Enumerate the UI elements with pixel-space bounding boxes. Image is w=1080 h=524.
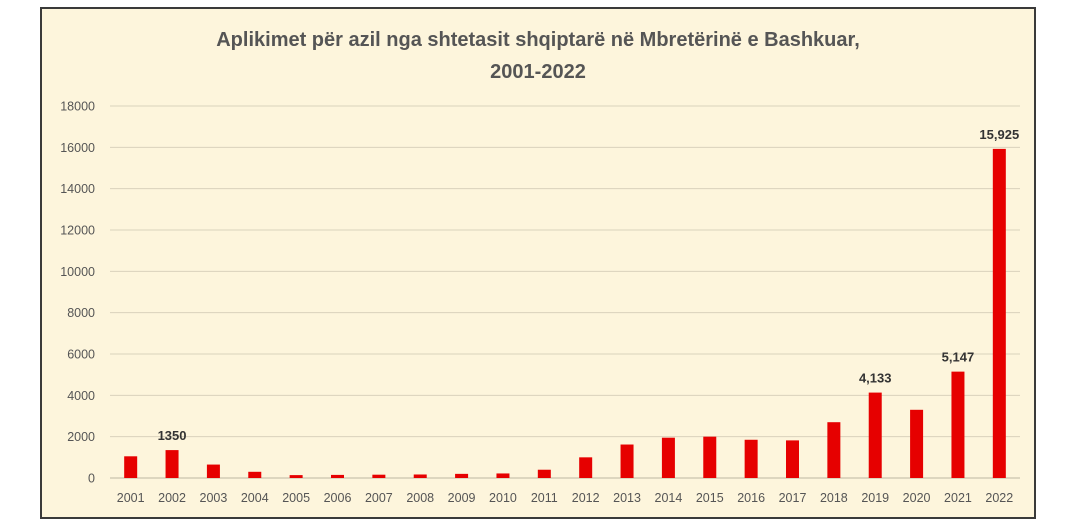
- x-tick-label: 2013: [613, 491, 641, 505]
- bar: [455, 473, 469, 478]
- bar: [413, 474, 427, 478]
- x-tick-label: 2014: [655, 491, 683, 505]
- y-tick-label: 12000: [60, 224, 95, 238]
- data-label: 1350: [158, 428, 187, 443]
- x-tick-label: 2017: [779, 491, 807, 505]
- bar: [992, 148, 1006, 478]
- data-label: 4,133: [859, 371, 892, 386]
- bar: [206, 464, 220, 478]
- bar: [951, 371, 965, 478]
- bar: [744, 439, 758, 478]
- bar: [331, 474, 344, 478]
- x-tick-label: 2012: [572, 491, 600, 505]
- bar: [868, 392, 882, 478]
- bars: [124, 148, 1006, 478]
- y-tick-label: 6000: [67, 348, 95, 362]
- bar: [165, 450, 179, 478]
- data-labels: 1350 4,133 5,147 15,925: [158, 127, 1020, 443]
- x-tick-label: 2005: [282, 491, 310, 505]
- gridlines: [110, 105, 1020, 479]
- y-tick-label: 16000: [60, 141, 95, 155]
- bar: [124, 456, 138, 478]
- x-tick-label: 2008: [406, 491, 434, 505]
- axis-ticks: 0 2000 4000 6000 8000 10000 12000 14000 16000 180…: [60, 100, 1013, 506]
- y-tick-label: 0: [88, 472, 95, 486]
- y-tick-label: 2000: [67, 430, 95, 444]
- y-tick-label: 4000: [67, 389, 95, 403]
- y-tick-label: 10000: [60, 265, 95, 279]
- x-tick-label: 2002: [158, 491, 186, 505]
- x-tick-label: 2018: [820, 491, 848, 505]
- bar: [372, 474, 386, 478]
- x-tick-label: 2003: [200, 491, 228, 505]
- bar: [786, 440, 799, 478]
- bar: [537, 469, 551, 478]
- data-label: 15,925: [979, 127, 1019, 142]
- y-tick-label: 8000: [67, 306, 95, 320]
- bar: [289, 475, 303, 478]
- x-tick-label: 2011: [531, 491, 558, 505]
- bar: [620, 444, 634, 478]
- bar: [496, 473, 510, 478]
- y-tick-label: 18000: [60, 100, 95, 114]
- chart-frame: Aplikimet për azil nga shtetasit shqipta…: [40, 7, 1036, 519]
- x-tick-label: 2001: [117, 491, 145, 505]
- bar: [827, 422, 841, 478]
- data-label: 5,147: [942, 350, 975, 365]
- x-tick-label: 2009: [448, 491, 476, 505]
- bar: [910, 409, 924, 478]
- x-tick-label: 2010: [489, 491, 517, 505]
- chart-title-line-1: Aplikimet për azil nga shtetasit shqipta…: [216, 29, 860, 51]
- x-tick-label: 2007: [365, 491, 393, 505]
- bar-chart: 0 2000 4000 6000 8000 10000 12000 14000 16000 180…: [60, 100, 1020, 506]
- bar: [661, 437, 675, 478]
- bar: [248, 471, 262, 478]
- x-tick-label: 2016: [737, 491, 765, 505]
- bar: [703, 436, 717, 478]
- x-tick-label: 2020: [903, 491, 931, 505]
- x-tick-label: 2021: [944, 491, 972, 505]
- chart-title-line-2: 2001-2022: [490, 61, 586, 83]
- y-tick-label: 14000: [60, 182, 95, 196]
- x-tick-label: 2019: [861, 491, 889, 505]
- x-tick-label: 2015: [696, 491, 724, 505]
- x-tick-label: 2006: [324, 491, 352, 505]
- x-tick-label: 2022: [985, 491, 1013, 505]
- x-tick-label: 2004: [241, 491, 269, 505]
- bar: [579, 457, 593, 478]
